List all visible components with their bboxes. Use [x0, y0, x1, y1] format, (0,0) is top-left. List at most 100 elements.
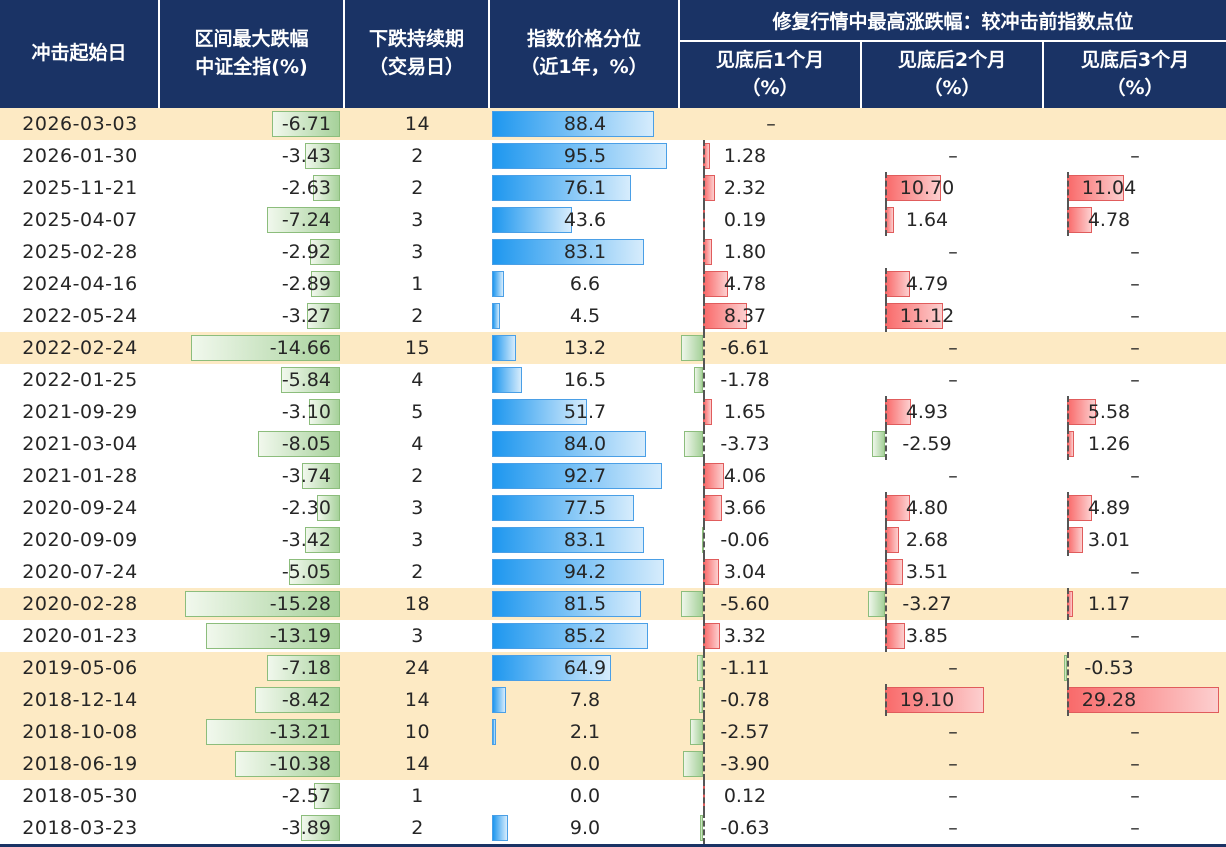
cell-month3-change: 4.89	[1044, 492, 1226, 524]
cell-price-percentile: 16.5	[490, 364, 680, 396]
bar-axis-line	[703, 364, 705, 396]
cell-decline-duration: 3	[345, 620, 490, 652]
percentile-value: 51.7	[563, 401, 607, 423]
month-change-value: 3.01	[1087, 529, 1131, 551]
cell-month3-change: 3.01	[1044, 524, 1226, 556]
cell-decline-duration: 3	[345, 492, 490, 524]
duration-value: 14	[404, 113, 431, 135]
drawdown-bar	[300, 815, 340, 841]
drawdown-value: -15.28	[269, 593, 331, 615]
shock-date-value: 2018-12-14	[22, 689, 138, 711]
drawdown-bar	[254, 687, 340, 713]
cell-month2-change: 4.93	[862, 396, 1044, 428]
bar-axis-line	[703, 204, 705, 236]
shock-date-value: 2020-09-09	[22, 529, 138, 551]
percentile-value: 13.2	[563, 337, 607, 359]
cell-decline-duration: 1	[345, 780, 490, 812]
cell-decline-duration: 3	[345, 236, 490, 268]
month-change-value: 8.37	[723, 305, 767, 327]
cell-price-percentile: 4.5	[490, 300, 680, 332]
duration-value: 14	[404, 689, 431, 711]
header-max-drawdown: 区间最大跌幅 中证全指(%)	[160, 0, 345, 108]
cell-decline-duration: 2	[345, 172, 490, 204]
header-month2: 见底后2个月 （%）	[862, 42, 1044, 108]
cell-decline-duration: 10	[345, 716, 490, 748]
bar-axis-line	[885, 300, 887, 332]
percentile-bar	[492, 239, 645, 265]
cell-decline-duration: 4	[345, 364, 490, 396]
cell-shock-date: 2018-12-14	[0, 684, 160, 716]
cell-month1-change: -1.11	[680, 652, 862, 684]
percentile-value: 9.0	[569, 817, 601, 839]
header-month1: 见底后1个月 （%）	[680, 42, 862, 108]
drawdown-value: -5.05	[281, 561, 331, 583]
bar-axis-line	[885, 428, 887, 460]
month-change-value: -1.78	[720, 369, 770, 391]
percentile-bar	[492, 207, 572, 233]
cell-shock-date: 2020-09-09	[0, 524, 160, 556]
month-change-value: 4.78	[723, 273, 767, 295]
month-change-value: 29.28	[1081, 689, 1137, 711]
cell-month3-change: –	[1044, 300, 1226, 332]
header-label: 中证全指(%)	[195, 56, 308, 78]
duration-value: 3	[411, 209, 424, 231]
cell-shock-date: 2018-10-08	[0, 716, 160, 748]
drawdown-bar	[310, 271, 340, 297]
cell-max-drawdown: -2.89	[160, 268, 345, 300]
table-row: 2022-05-24 -3.27 2 4.5 8.37 11.12 –	[0, 300, 1226, 332]
cell-shock-date: 2026-03-03	[0, 108, 160, 140]
cell-month3-change: –	[1044, 140, 1226, 172]
cell-shock-date: 2022-02-24	[0, 332, 160, 364]
loss-bar	[698, 687, 703, 713]
cell-month1-change: 4.06	[680, 460, 862, 492]
month-change-value: 1.80	[723, 241, 767, 263]
header-label: 区间最大跌幅	[194, 28, 309, 51]
shock-date-value: 2022-05-24	[22, 305, 138, 327]
drawdown-value: -8.42	[281, 689, 331, 711]
cell-month2-change: 4.79	[862, 268, 1044, 300]
percentile-bar	[492, 655, 611, 681]
drawdown-value: -10.38	[269, 753, 331, 775]
cell-price-percentile: 77.5	[490, 492, 680, 524]
duration-value: 2	[411, 145, 424, 167]
cell-shock-date: 2026-01-30	[0, 140, 160, 172]
month-change-value: -3.27	[902, 593, 952, 615]
drawdown-bar	[234, 751, 340, 777]
header-label: （交易日）	[368, 56, 464, 78]
cell-shock-date: 2025-04-07	[0, 204, 160, 236]
drawdown-value: -2.63	[281, 177, 331, 199]
shock-date-value: 2026-01-30	[22, 145, 138, 167]
table-row: 2018-05-30 -2.57 1 0.0 0.12 – –	[0, 780, 1226, 812]
shock-date-value: 2026-03-03	[22, 113, 138, 135]
drawdown-value: -2.89	[281, 273, 331, 295]
cell-price-percentile: 95.5	[490, 140, 680, 172]
cell-shock-date: 2024-04-16	[0, 268, 160, 300]
header-label: 指数价格分位	[526, 28, 641, 51]
cell-max-drawdown: -3.27	[160, 300, 345, 332]
percentile-value: 43.6	[563, 209, 607, 231]
shock-date-value: 2025-02-28	[22, 241, 138, 263]
drawdown-bar	[288, 559, 340, 585]
percentile-bar	[492, 111, 654, 137]
table-row: 2020-01-23 -13.19 3 85.2 3.32 3.85 –	[0, 620, 1226, 652]
bar-axis-line	[703, 556, 705, 588]
cell-month2-change: –	[862, 332, 1044, 364]
cell-month3-change: 29.28	[1044, 684, 1226, 716]
cell-decline-duration: 5	[345, 396, 490, 428]
cell-shock-date: 2021-01-28	[0, 460, 160, 492]
cell-decline-duration: 14	[345, 108, 490, 140]
gain-bar	[885, 271, 910, 297]
drawdown-value: -14.66	[269, 337, 331, 359]
month-change-value: 3.04	[723, 561, 767, 583]
cell-month2-change: 19.10	[862, 684, 1044, 716]
shock-date-value: 2018-05-30	[22, 785, 138, 807]
missing-value-mark: –	[948, 145, 958, 167]
cell-shock-date: 2018-03-23	[0, 812, 160, 844]
table-row: 2018-06-19 -10.38 14 0.0 -3.90 – –	[0, 748, 1226, 780]
cell-month1-change: 8.37	[680, 300, 862, 332]
header-recovery-group: 修复行情中最高涨跌幅：较冲击前指数点位 见底后1个月 （%） 见底后2个月 （%…	[680, 0, 1226, 108]
table-body: 2026-03-03 -6.71 14 88.4–2026-01-30 -3.43 2 95…	[0, 108, 1226, 844]
month-change-value: 19.10	[899, 689, 955, 711]
cell-price-percentile: 92.7	[490, 460, 680, 492]
drawdown-bar	[266, 207, 340, 233]
